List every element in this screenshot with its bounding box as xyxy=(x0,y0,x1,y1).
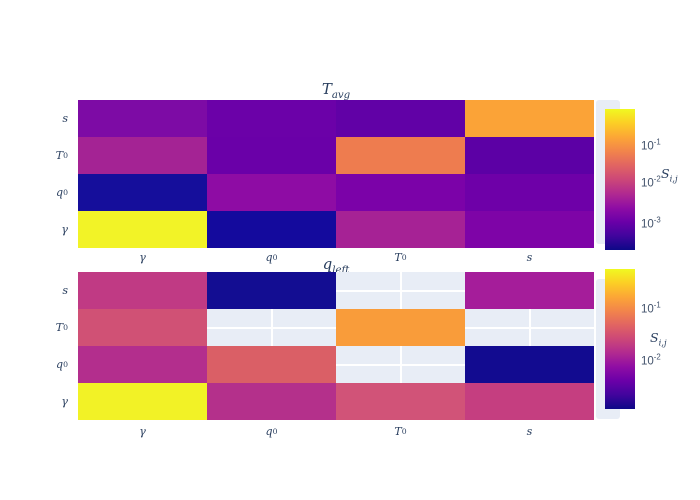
heatmap-cell-gamma-q0[interactable] xyxy=(207,383,336,420)
gridline-horizontal xyxy=(336,363,465,366)
colorbar-title-q-left-main: S xyxy=(650,330,659,345)
heatmap-cell-gamma-T0[interactable] xyxy=(336,383,465,420)
colorbar-title-t-avg-sub: i,j xyxy=(669,174,678,185)
heatmap-cell-s-q0[interactable] xyxy=(207,100,336,137)
colorbar-gradient-t-avg xyxy=(605,109,635,250)
heatmap-cell-gamma-gamma[interactable] xyxy=(78,383,207,420)
colorbar-title-t-avg: Si,j xyxy=(661,166,678,185)
heatmap-cell-q0-s[interactable] xyxy=(465,174,594,211)
heatmap-cell-s-s[interactable] xyxy=(465,272,594,309)
colorbar-tick-label: 10-2 xyxy=(641,352,661,368)
colorbar-title-q-left: Si,j xyxy=(650,330,667,349)
colorbar-tick-label: 10-1 xyxy=(641,300,661,316)
heatmap-cell-q0-T0[interactable] xyxy=(336,346,465,383)
axis-tick-label: s xyxy=(62,112,68,125)
plot-title-q-left-sub: left xyxy=(332,265,350,276)
heatmap-cell-gamma-T0[interactable] xyxy=(336,211,465,248)
gridline-horizontal xyxy=(336,289,465,292)
colorbar-title-t-avg-main: S xyxy=(661,166,670,181)
heatmap-cell-q0-q0[interactable] xyxy=(207,346,336,383)
colorbar-tick-label: 10-1 xyxy=(641,137,661,153)
plot-title-q-left-main: q xyxy=(322,255,333,273)
heatmap-cell-T0-T0[interactable] xyxy=(336,309,465,346)
heatmap-cell-T0-s[interactable] xyxy=(465,137,594,174)
heatmap-cell-gamma-s[interactable] xyxy=(465,383,594,420)
heatmap-cell-T0-q0[interactable] xyxy=(207,137,336,174)
axis-tick-label: s xyxy=(526,251,533,264)
heatmap-cell-q0-gamma[interactable] xyxy=(78,174,207,211)
plot-title-q-left: qleft xyxy=(78,255,594,276)
plot-title-t-avg: Tavg xyxy=(78,80,594,101)
colorbar-ticks-q-left: 10-1 10-2 xyxy=(641,269,687,409)
heatmap-cell-s-T0[interactable] xyxy=(336,100,465,137)
axis-tick-label: γ xyxy=(61,223,68,236)
axis-tick-label: s xyxy=(62,284,68,297)
gridline-horizontal xyxy=(207,326,336,329)
heatmap-cell-T0-s[interactable] xyxy=(465,309,594,346)
heatmap-t-avg xyxy=(78,100,594,248)
colorbar-title-q-left-sub: i,j xyxy=(658,338,667,349)
heatmap-cell-q0-T0[interactable] xyxy=(336,174,465,211)
plot-title-t-avg-sub: avg xyxy=(331,90,351,101)
colorbar-ticks-t-avg: 10-1 10-2 10-3 xyxy=(641,109,687,250)
heatmap-cell-q0-gamma[interactable] xyxy=(78,346,207,383)
heatmap-cell-gamma-q0[interactable] xyxy=(207,211,336,248)
colorbar-gradient-q-left xyxy=(605,269,635,409)
heatmap-cell-s-q0[interactable] xyxy=(207,272,336,309)
axis-tick-label: γ xyxy=(139,425,146,438)
heatmap-cell-s-gamma[interactable] xyxy=(78,100,207,137)
heatmap-cell-q0-q0[interactable] xyxy=(207,174,336,211)
gridline-horizontal xyxy=(465,326,594,329)
heatmap-cell-T0-q0[interactable] xyxy=(207,309,336,346)
heatmap-q-left xyxy=(78,272,594,420)
heatmap-cell-T0-gamma[interactable] xyxy=(78,137,207,174)
axis-tick-label: γ xyxy=(139,251,146,264)
axis-tick-label: s xyxy=(526,425,533,438)
axis-tick-label: γ xyxy=(61,395,68,408)
colorbar-tick-label: 10-3 xyxy=(641,215,661,231)
heatmap-cell-q0-s[interactable] xyxy=(465,346,594,383)
colorbar-tick-label: 10-2 xyxy=(641,174,661,190)
heatmap-cell-gamma-s[interactable] xyxy=(465,211,594,248)
heatmap-cell-s-T0[interactable] xyxy=(336,272,465,309)
heatmap-cell-s-s[interactable] xyxy=(465,100,594,137)
heatmap-cell-s-gamma[interactable] xyxy=(78,272,207,309)
heatmap-cell-gamma-gamma[interactable] xyxy=(78,211,207,248)
heatmap-cell-T0-T0[interactable] xyxy=(336,137,465,174)
heatmap-cell-T0-gamma[interactable] xyxy=(78,309,207,346)
plot-title-t-avg-main: T xyxy=(321,80,332,98)
